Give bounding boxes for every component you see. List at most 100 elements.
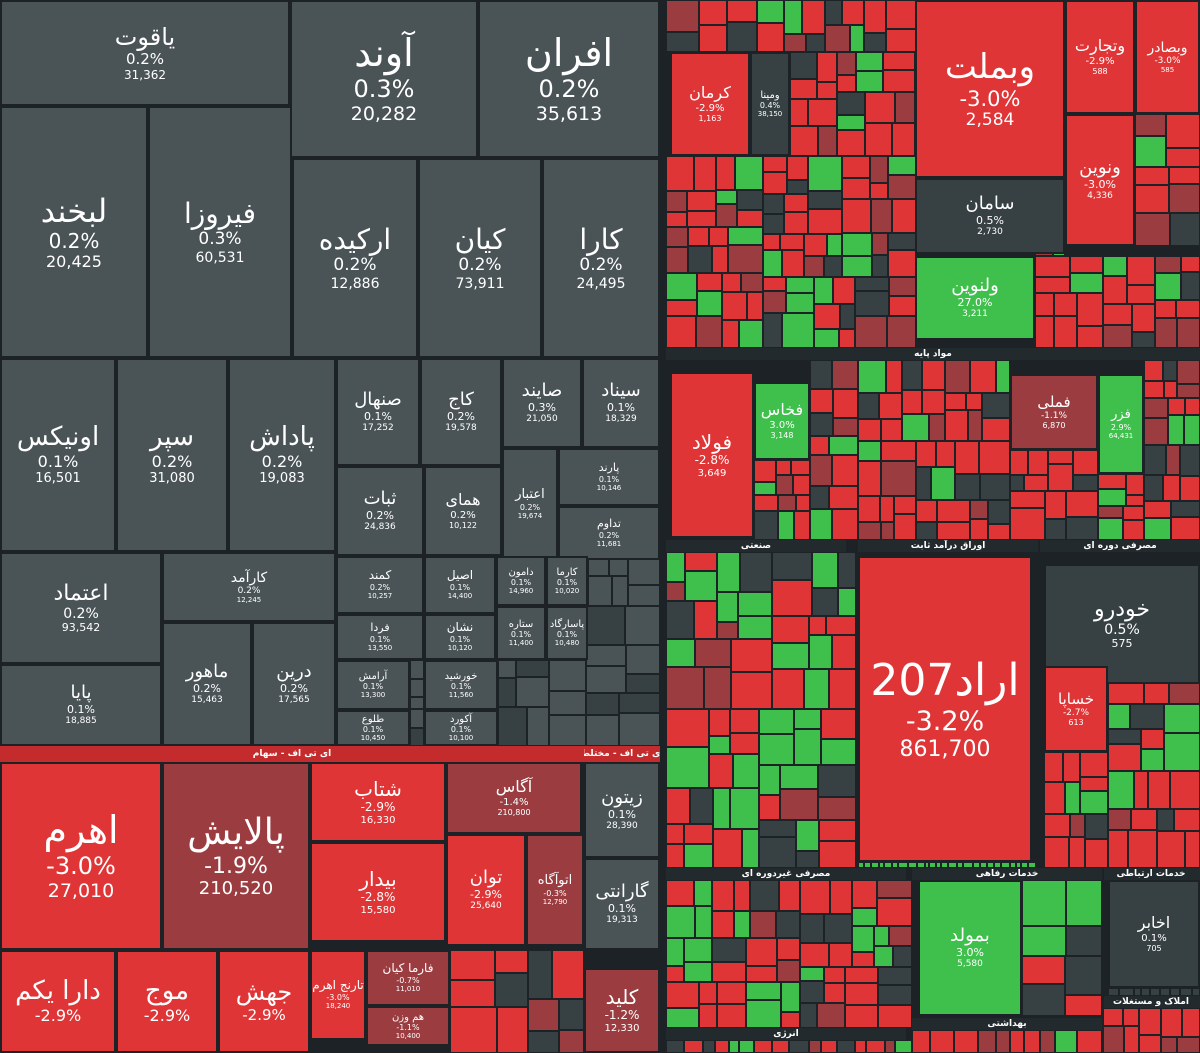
treemap-cell[interactable] bbox=[1166, 445, 1180, 475]
treemap-cell[interactable] bbox=[936, 862, 941, 868]
treemap-tile[interactable]: اعتماد 0.2% 93,542 bbox=[0, 552, 162, 664]
treemap-cell[interactable] bbox=[945, 393, 966, 410]
treemap-tile[interactable]: یاقوت 0.2% 31,362 bbox=[0, 0, 290, 106]
treemap-cell[interactable] bbox=[793, 475, 810, 495]
treemap-cell[interactable] bbox=[742, 829, 759, 868]
treemap-cell[interactable] bbox=[1085, 814, 1108, 839]
treemap-cell[interactable] bbox=[739, 1040, 754, 1053]
treemap-tile[interactable]: هم وزن -1.1% 10,400 bbox=[366, 1006, 450, 1046]
treemap-cell[interactable] bbox=[916, 467, 931, 500]
treemap-tile[interactable]: زیتون 0.1% 28,390 bbox=[584, 762, 660, 858]
treemap-tile[interactable]: دارا یکم -2.9% bbox=[0, 950, 116, 1053]
treemap-cell[interactable] bbox=[684, 938, 712, 962]
treemap-tile[interactable]: پایا 0.1% 18,885 bbox=[0, 664, 162, 746]
treemap-cell[interactable] bbox=[800, 967, 824, 981]
treemap-cell[interactable] bbox=[930, 1030, 954, 1053]
treemap-cell[interactable] bbox=[902, 390, 922, 414]
treemap-cell[interactable] bbox=[987, 862, 994, 868]
treemap-cell[interactable] bbox=[735, 156, 763, 190]
treemap-cell[interactable] bbox=[888, 156, 916, 175]
treemap-cell[interactable] bbox=[1171, 501, 1200, 517]
treemap-cell[interactable] bbox=[1132, 304, 1155, 332]
treemap-cell[interactable] bbox=[1181, 272, 1200, 300]
treemap-tile[interactable]: فزر 2.9% 64,431 bbox=[1098, 374, 1144, 474]
treemap-cell[interactable] bbox=[1069, 837, 1085, 868]
treemap-cell[interactable] bbox=[666, 788, 690, 824]
treemap-cell[interactable] bbox=[780, 234, 804, 250]
treemap-cell[interactable] bbox=[1168, 398, 1185, 415]
treemap-cell[interactable] bbox=[870, 156, 888, 183]
treemap-cell[interactable] bbox=[804, 256, 824, 277]
treemap-cell[interactable] bbox=[759, 709, 794, 734]
treemap-cell[interactable] bbox=[1010, 450, 1028, 475]
treemap-cell[interactable] bbox=[837, 130, 865, 156]
treemap-cell[interactable] bbox=[825, 0, 842, 25]
treemap-cell[interactable] bbox=[498, 660, 516, 678]
treemap-cell[interactable] bbox=[1001, 862, 1010, 868]
treemap-cell[interactable] bbox=[495, 950, 528, 973]
treemap-cell[interactable] bbox=[1176, 300, 1200, 318]
treemap-cell[interactable] bbox=[734, 911, 750, 938]
treemap-cell[interactable] bbox=[833, 389, 858, 418]
treemap-cell[interactable] bbox=[1170, 213, 1200, 246]
treemap-cell[interactable] bbox=[1123, 1008, 1139, 1026]
treemap-cell[interactable] bbox=[817, 52, 837, 82]
treemap-cell[interactable] bbox=[856, 71, 883, 92]
treemap-cell[interactable] bbox=[1144, 360, 1163, 381]
treemap-cell[interactable] bbox=[802, 0, 825, 34]
treemap-cell[interactable] bbox=[722, 273, 741, 292]
treemap-tile[interactable]: ثبات 0.2% 24,836 bbox=[336, 466, 424, 556]
treemap-cell[interactable] bbox=[549, 715, 586, 746]
treemap-cell[interactable] bbox=[777, 938, 800, 960]
treemap-cell[interactable] bbox=[810, 436, 829, 455]
treemap-cell[interactable] bbox=[839, 329, 855, 348]
treemap-cell[interactable] bbox=[778, 511, 794, 540]
treemap-cell[interactable] bbox=[858, 862, 864, 868]
treemap-cell[interactable] bbox=[549, 691, 586, 715]
treemap-tile[interactable]: ارکیده 0.2% 12,886 bbox=[292, 158, 418, 358]
treemap-cell[interactable] bbox=[712, 938, 746, 962]
treemap-tile[interactable]: پالایش -1.9% 210,520 bbox=[162, 762, 310, 950]
treemap-cell[interactable] bbox=[808, 191, 842, 209]
treemap-cell[interactable] bbox=[877, 880, 912, 898]
treemap-cell[interactable] bbox=[894, 496, 916, 514]
treemap-cell[interactable] bbox=[827, 234, 842, 256]
treemap-cell[interactable] bbox=[1126, 495, 1144, 506]
treemap-cell[interactable] bbox=[1010, 1030, 1024, 1053]
treemap-tile[interactable]: پارند 0.1% 10,146 bbox=[558, 448, 660, 506]
treemap-cell[interactable] bbox=[730, 788, 759, 829]
treemap-cell[interactable] bbox=[870, 183, 888, 199]
treemap-cell[interactable] bbox=[794, 511, 810, 540]
treemap-cell[interactable] bbox=[845, 983, 878, 1005]
treemap-cell[interactable] bbox=[1128, 830, 1157, 868]
treemap-cell[interactable] bbox=[845, 967, 878, 983]
treemap-cell[interactable] bbox=[1177, 384, 1200, 398]
treemap-cell[interactable] bbox=[979, 441, 1010, 474]
treemap-cell[interactable] bbox=[1164, 704, 1200, 733]
treemap-cell[interactable] bbox=[1063, 752, 1080, 782]
treemap-cell[interactable] bbox=[1141, 988, 1150, 996]
treemap-cell[interactable] bbox=[495, 973, 528, 1007]
treemap-cell[interactable] bbox=[887, 316, 916, 348]
treemap-cell[interactable] bbox=[1170, 988, 1180, 996]
treemap-cell[interactable] bbox=[814, 329, 839, 348]
treemap-cell[interactable] bbox=[694, 156, 716, 191]
treemap-cell[interactable] bbox=[837, 92, 865, 115]
treemap-cell[interactable] bbox=[1108, 704, 1130, 729]
treemap-cell[interactable] bbox=[1028, 862, 1036, 868]
treemap-cell[interactable] bbox=[892, 862, 898, 868]
treemap-cell[interactable] bbox=[1135, 114, 1166, 136]
treemap-tile[interactable]: پاسارگاد 0.1% 10,480 bbox=[546, 606, 588, 660]
treemap-cell[interactable] bbox=[1022, 880, 1066, 926]
treemap-cell[interactable] bbox=[782, 250, 804, 277]
treemap-cell[interactable] bbox=[666, 880, 694, 906]
treemap-cell[interactable] bbox=[713, 829, 742, 868]
treemap-cell[interactable] bbox=[730, 709, 759, 733]
treemap-cell[interactable] bbox=[895, 1040, 912, 1053]
treemap-cell[interactable] bbox=[666, 1040, 684, 1053]
treemap-cell[interactable] bbox=[1054, 293, 1077, 316]
treemap-cell[interactable] bbox=[772, 552, 812, 580]
treemap-cell[interactable] bbox=[712, 911, 734, 938]
treemap-cell[interactable] bbox=[810, 360, 832, 389]
treemap-cell[interactable] bbox=[709, 227, 728, 246]
